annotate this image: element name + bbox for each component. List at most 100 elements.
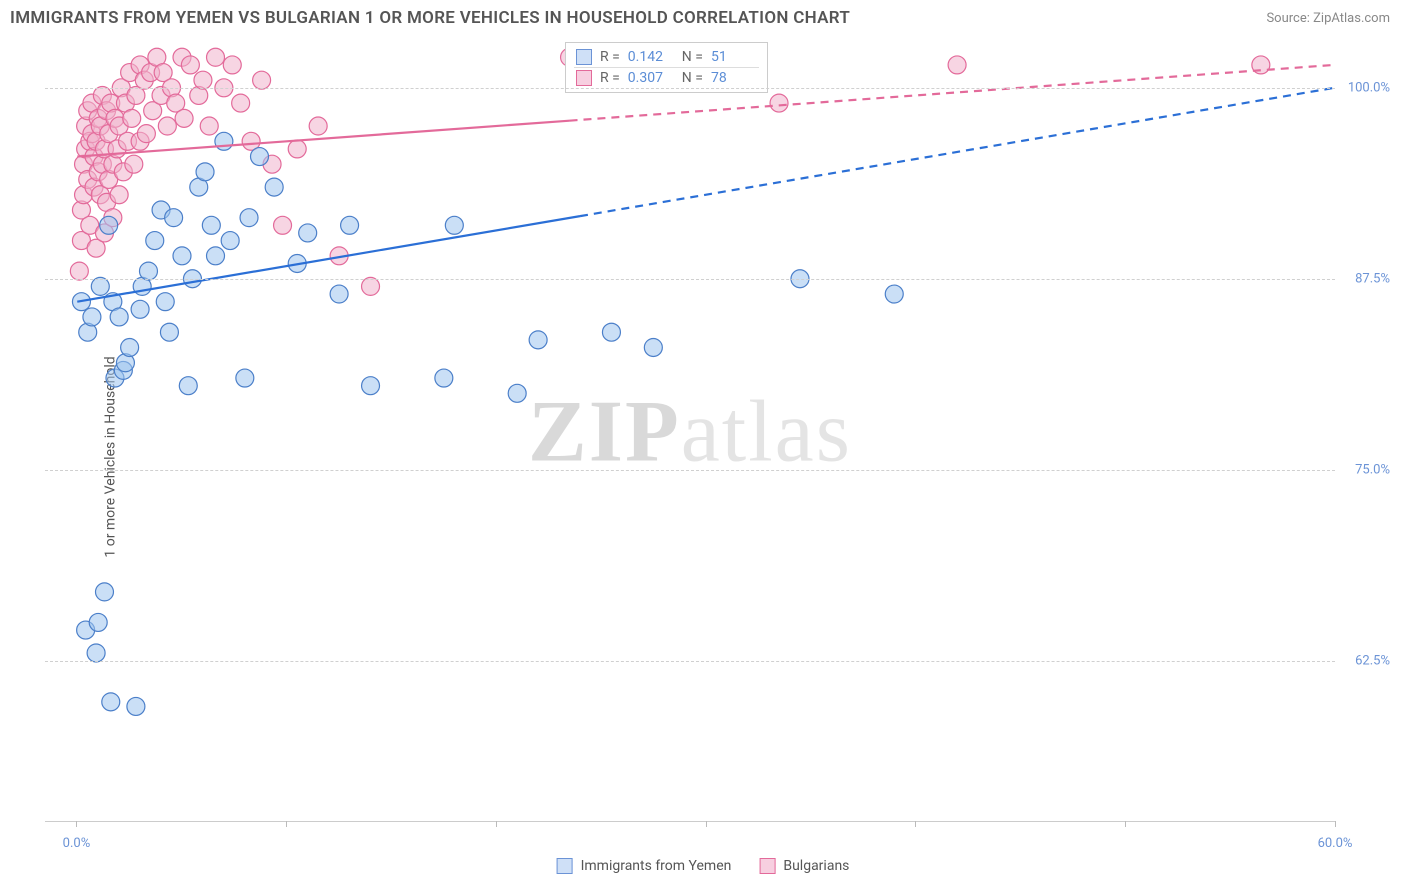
scatter-point [179, 377, 197, 395]
stats-n-label: N = [682, 70, 703, 86]
bottom-legend: Immigrants from Yemen Bulgarians [557, 858, 850, 874]
x-tick-mark [1335, 821, 1336, 827]
scatter-point [948, 56, 966, 74]
legend-label: Bulgarians [783, 858, 849, 874]
scatter-point [299, 224, 317, 242]
y-tick-label: 100.0% [1348, 80, 1390, 95]
scatter-point [223, 56, 241, 74]
x-tick-mark [76, 821, 77, 827]
scatter-point [207, 247, 225, 265]
legend-swatch [576, 49, 592, 65]
trend-line-solid [77, 216, 580, 302]
scatter-point [87, 644, 105, 662]
x-tick-label: 60.0% [1318, 836, 1353, 851]
scatter-point [362, 277, 380, 295]
scatter-point [121, 339, 139, 357]
stats-n-value: 78 [711, 70, 757, 86]
x-tick-mark [1125, 821, 1126, 827]
scatter-point [95, 583, 113, 601]
gridline-horizontal [45, 88, 1335, 89]
scatter-point [602, 323, 620, 341]
x-tick-mark [915, 821, 916, 827]
scatter-point [146, 232, 164, 250]
scatter-point [288, 140, 306, 158]
scatter-point [770, 94, 788, 112]
scatter-point [309, 117, 327, 135]
scatter-point [529, 331, 547, 349]
stats-row: R = 0.142 N = 51 [574, 47, 759, 67]
stats-r-label: R = [600, 70, 620, 86]
scatter-point [885, 285, 903, 303]
scatter-point [362, 377, 380, 395]
scatter-point [202, 216, 220, 234]
source-label: Source: [1266, 11, 1309, 26]
gridline-horizontal [45, 470, 1335, 471]
legend-swatch [557, 858, 573, 874]
scatter-point [89, 613, 107, 631]
scatter-point [221, 232, 239, 250]
gridline-horizontal [45, 661, 1335, 662]
y-tick-label: 75.0% [1355, 463, 1390, 478]
gridline-horizontal [45, 279, 1335, 280]
scatter-point [196, 163, 214, 181]
scatter-point [445, 216, 463, 234]
scatter-point [160, 323, 178, 341]
chart-header: IMMIGRANTS FROM YEMEN VS BULGARIAN 1 OR … [0, 0, 1406, 32]
scatter-point [341, 216, 359, 234]
chart-area: 1 or more Vehicles in Household ZIPatlas… [0, 32, 1406, 882]
scatter-point [123, 109, 141, 127]
scatter-point [194, 71, 212, 89]
legend-swatch [576, 70, 592, 86]
scatter-point [91, 277, 109, 295]
scatter-point [200, 117, 218, 135]
stats-r-value: 0.142 [628, 49, 674, 65]
scatter-point [139, 262, 157, 280]
scatter-point [232, 94, 250, 112]
x-tick-mark [706, 821, 707, 827]
scatter-point [274, 216, 292, 234]
source-value: ZipAtlas.com [1313, 11, 1390, 26]
scatter-point [236, 369, 254, 387]
scatter-point [240, 209, 258, 227]
x-tick-mark [286, 821, 287, 827]
scatter-point [110, 186, 128, 204]
scatter-point [125, 155, 143, 173]
scatter-point [207, 48, 225, 66]
scatter-point [137, 125, 155, 143]
scatter-point [265, 178, 283, 196]
legend-item: Immigrants from Yemen [557, 858, 732, 874]
stats-r-label: R = [600, 49, 620, 65]
stats-n-value: 51 [711, 49, 757, 65]
chart-source: Source: ZipAtlas.com [1266, 11, 1390, 26]
scatter-point [181, 56, 199, 74]
scatter-point [156, 293, 174, 311]
x-tick-label: 0.0% [63, 836, 91, 851]
scatter-point [83, 308, 101, 326]
y-tick-label: 62.5% [1355, 654, 1390, 669]
scatter-point [165, 209, 183, 227]
stats-row: R = 0.307 N = 78 [574, 67, 759, 88]
scatter-point [253, 71, 271, 89]
chart-title: IMMIGRANTS FROM YEMEN VS BULGARIAN 1 OR … [10, 8, 850, 28]
scatter-point [215, 132, 233, 150]
y-tick-label: 87.5% [1355, 272, 1390, 287]
legend-label: Immigrants from Yemen [581, 858, 732, 874]
stats-n-label: N = [682, 49, 703, 65]
scatter-point [175, 109, 193, 127]
scatter-point [131, 300, 149, 318]
legend-item: Bulgarians [759, 858, 849, 874]
legend-swatch [759, 858, 775, 874]
scatter-point [435, 369, 453, 387]
scatter-point [508, 384, 526, 402]
scatter-point [127, 697, 145, 715]
scatter-point [251, 148, 269, 166]
plot-region: ZIPatlas R =0.142N =51R =0.307N =78 62.5… [45, 42, 1335, 822]
stats-r-value: 0.307 [628, 70, 674, 86]
trend-line-dashed [580, 88, 1334, 216]
scatter-point [644, 339, 662, 357]
x-tick-mark [496, 821, 497, 827]
scatter-point [110, 308, 128, 326]
correlation-stats-box: R = 0.142 N = 51 R = 0.307 N = 78 [565, 42, 768, 93]
scatter-point [173, 247, 191, 265]
scatter-point [100, 216, 118, 234]
